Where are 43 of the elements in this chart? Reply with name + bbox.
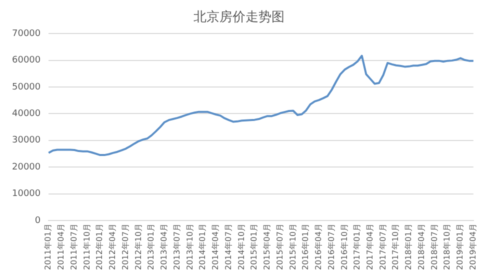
x-tick-label: 2016年07月 bbox=[326, 223, 336, 270]
x-tick-label: 2018年10月 bbox=[442, 223, 452, 270]
x-tick-label: 2018年01月 bbox=[404, 223, 414, 270]
x-tick-label: 2012年10月 bbox=[134, 223, 143, 270]
x-tick-label: 2011年10月 bbox=[82, 223, 92, 270]
x-tick-label: 2011年01月 bbox=[44, 223, 53, 270]
x-tick-label: 2016年04月 bbox=[314, 223, 324, 270]
x-tick-label: 2014年07月 bbox=[224, 223, 233, 270]
y-tick-label: 40000 bbox=[12, 109, 41, 120]
y-tick-label: 50000 bbox=[12, 82, 41, 92]
x-tick-label: 2016年01月 bbox=[301, 223, 310, 270]
x-tick-label: 2014年01月 bbox=[198, 223, 208, 270]
x-tick-label: 2013年04月 bbox=[160, 223, 169, 270]
x-tick-label: 2016年10月 bbox=[340, 223, 349, 270]
y-tick-label: 60000 bbox=[12, 56, 41, 66]
x-tick-label: 2012年07月 bbox=[120, 223, 130, 270]
x-tick-label: 2019年04月 bbox=[468, 223, 478, 270]
x-tick-label: 2013年10月 bbox=[185, 223, 194, 270]
x-tick-label: 2012年04月 bbox=[108, 223, 118, 270]
x-tick-label: 2014年04月 bbox=[211, 223, 220, 270]
x-tick-label: 2018年07月 bbox=[430, 223, 439, 270]
x-tick-label: 2013年01月 bbox=[146, 223, 156, 270]
x-tick-label: 2015年04月 bbox=[262, 223, 272, 270]
y-tick-label: 30000 bbox=[12, 136, 41, 146]
y-tick-label: 10000 bbox=[12, 189, 41, 200]
x-tick-label: 2015年07月 bbox=[275, 223, 284, 270]
x-tick-label: 2011年04月 bbox=[56, 223, 66, 270]
x-tick-label: 2019年01月 bbox=[456, 223, 465, 270]
x-tick-label: 2013年07月 bbox=[172, 223, 182, 270]
x-tick-label: 2014年10月 bbox=[236, 223, 246, 270]
chart-title: 北京房价走势图 bbox=[194, 9, 284, 26]
x-tick-label: 2015年01月 bbox=[250, 223, 259, 270]
x-tick-label: 2017年04月 bbox=[366, 223, 375, 270]
y-tick-label: 20000 bbox=[12, 162, 41, 172]
y-tick-label: 0 bbox=[34, 216, 41, 226]
x-tick-label: 2018年04月 bbox=[416, 223, 426, 270]
x-tick-label: 2012年01月 bbox=[95, 223, 104, 270]
y-tick-label: 70000 bbox=[12, 28, 41, 39]
x-tick-label: 2017年01月 bbox=[352, 223, 362, 270]
x-tick-label: 2017年07月 bbox=[378, 223, 388, 270]
x-tick-label: 2017年10月 bbox=[391, 223, 400, 270]
x-tick-label: 2011年07月 bbox=[69, 223, 78, 270]
x-tick-label: 2015年10月 bbox=[288, 223, 298, 270]
